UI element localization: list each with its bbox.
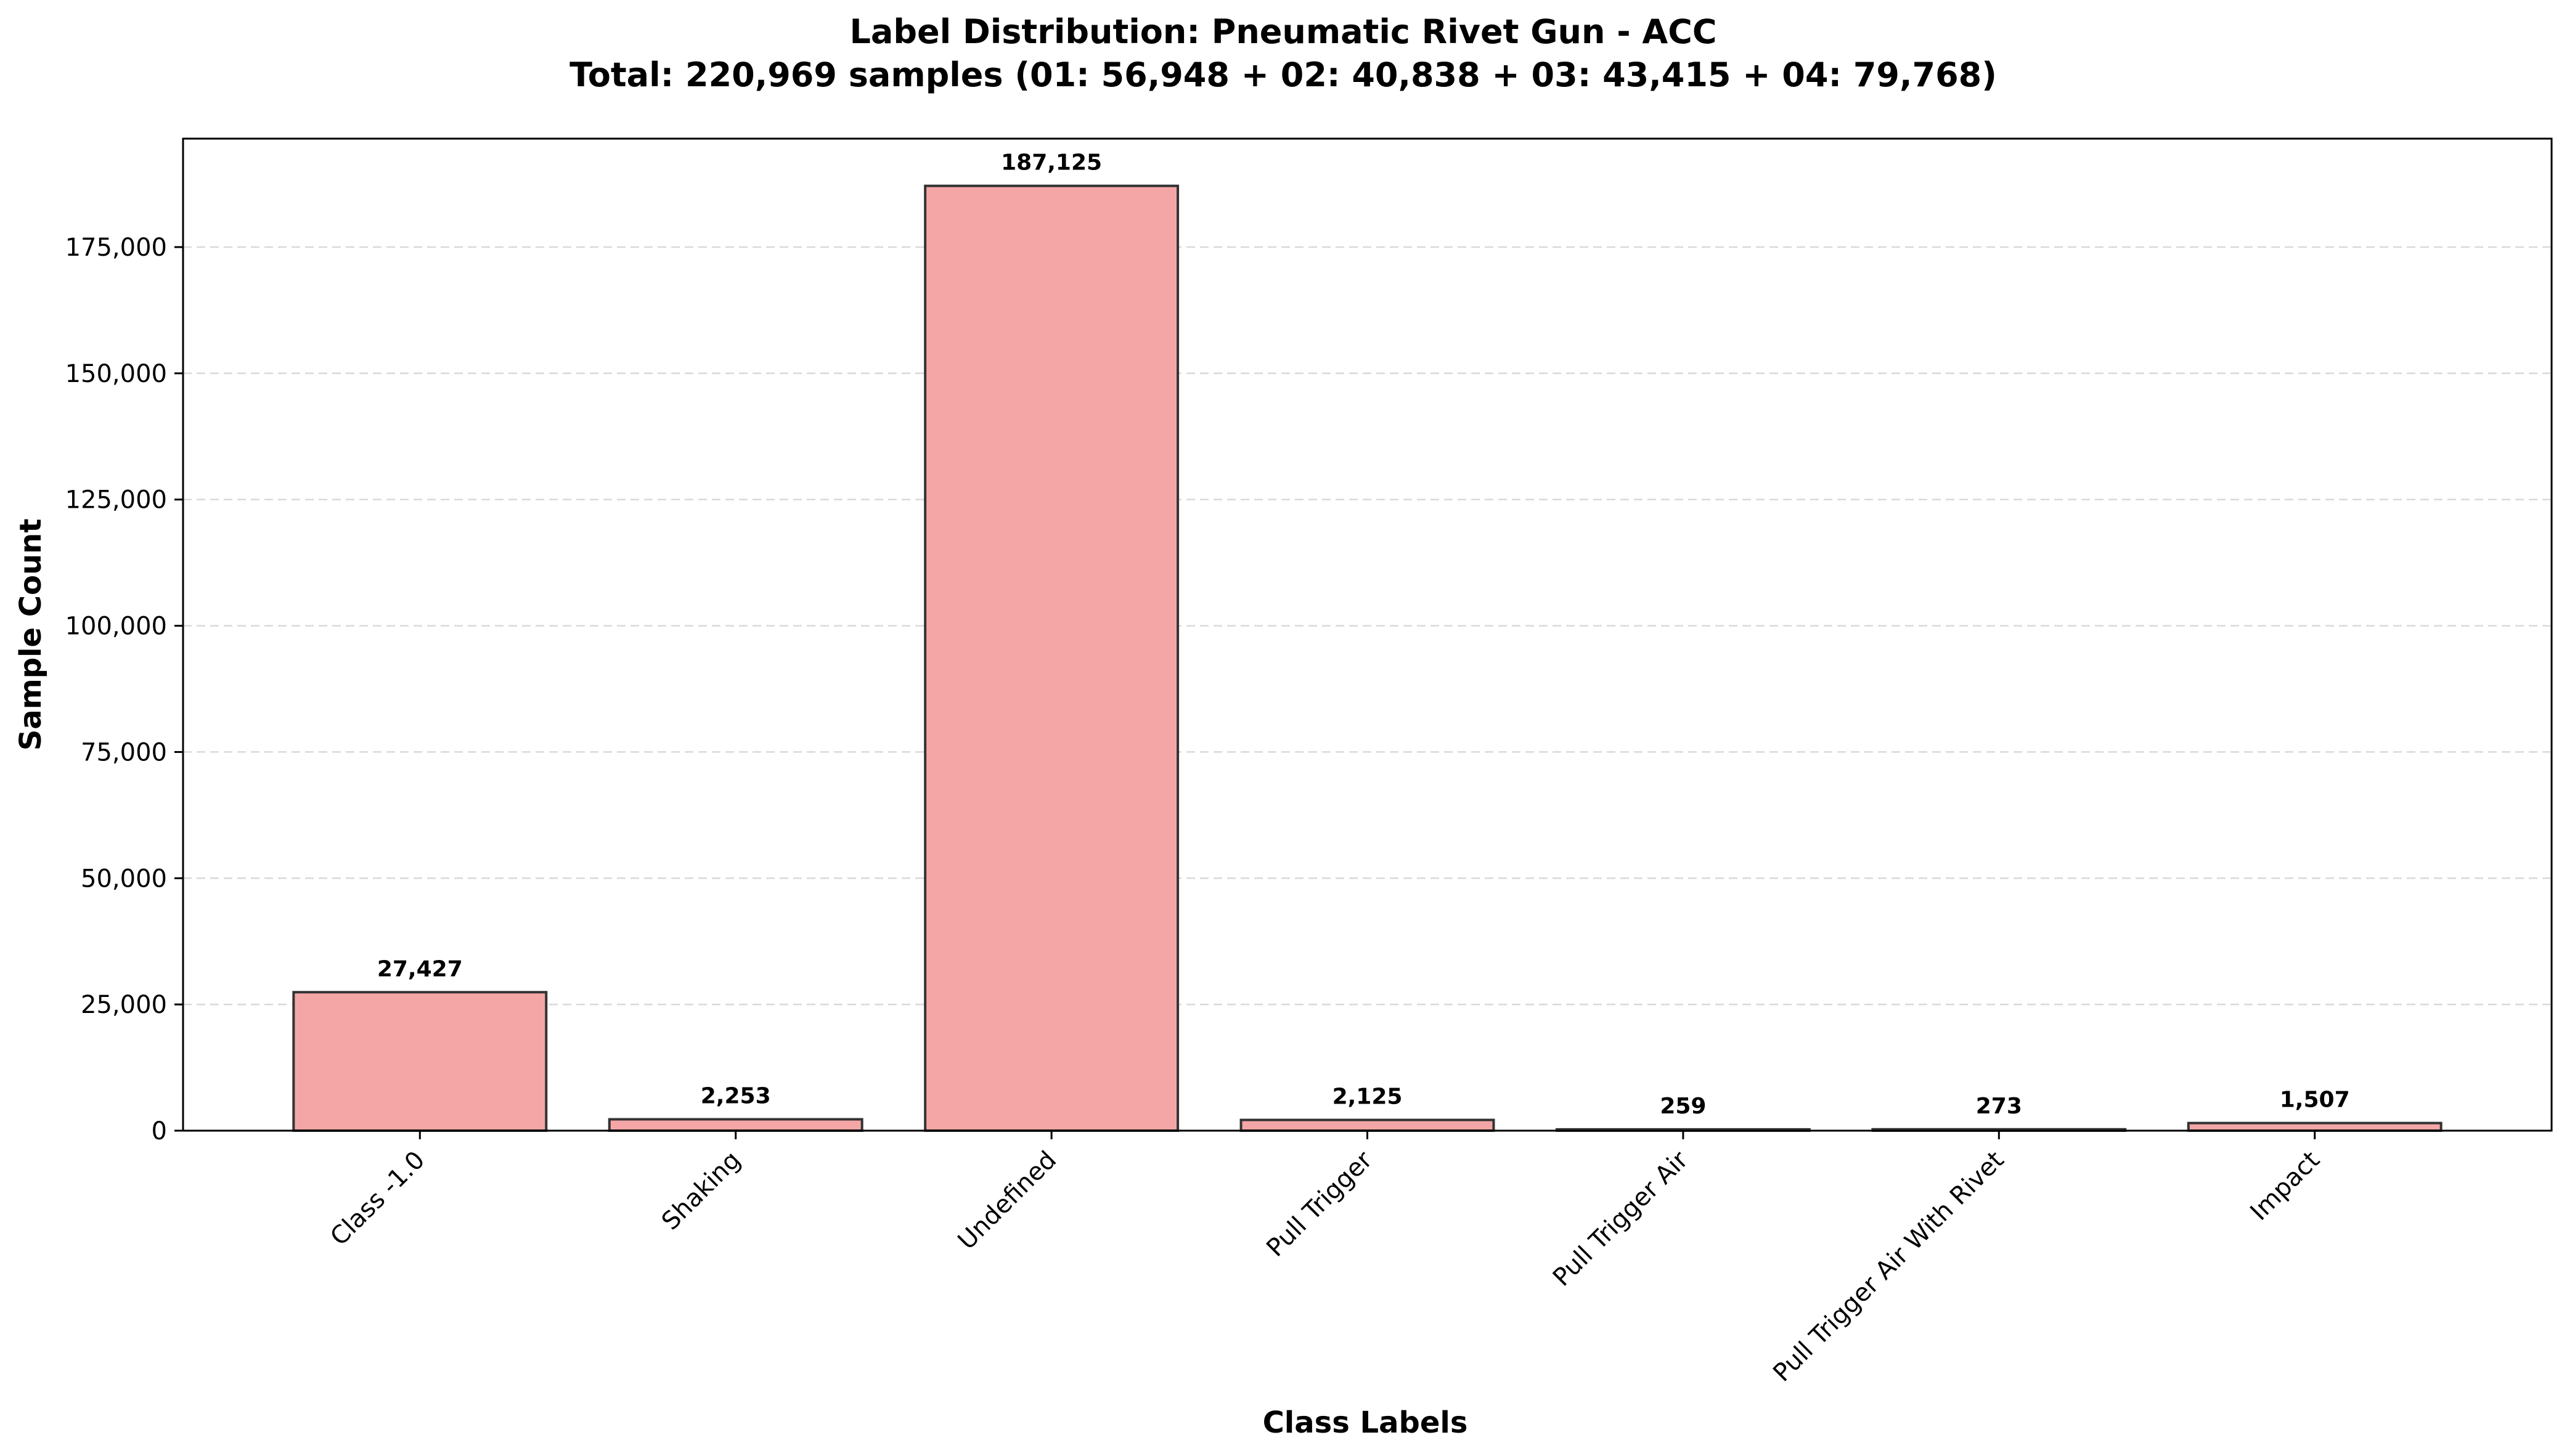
y-axis-label: Sample Count (14, 519, 48, 751)
bar (2187, 1121, 2443, 1132)
x-tick-label: Pull Trigger Air With Rivet (1768, 1146, 2009, 1388)
bar (608, 1118, 863, 1133)
value-labels: 27,427 2,253 187,125 2,125 259 273 1,507 (377, 150, 2350, 1119)
y-tick-label: 50,000 (81, 864, 167, 893)
y-tick-label: 100,000 (65, 612, 167, 641)
bar (292, 991, 548, 1132)
y-tick-label: 125,000 (65, 486, 167, 514)
bar-value-label: 273 (1976, 1094, 2022, 1119)
x-ticks: Class -1.0 Shaking Undefined Pull Trigger Pu… (325, 1131, 2325, 1388)
plot-frame (182, 137, 2553, 1132)
x-axis-label: Class Labels (1263, 1405, 1468, 1440)
bar-value-label: 1,507 (2280, 1088, 2350, 1113)
y-tick-label: 175,000 (65, 234, 167, 262)
bar (924, 184, 1180, 1133)
bars (292, 184, 2443, 1133)
chart-title: Label Distribution: Pneumatic Rivet Gun … (850, 12, 1717, 51)
y-tick-label: 150,000 (65, 360, 167, 388)
y-tick-label: 75,000 (81, 738, 167, 767)
y-tick-label: 0 (152, 1117, 167, 1145)
bar-value-label: 259 (1660, 1094, 1706, 1119)
x-tick-label: Pull Trigger (1261, 1145, 1378, 1263)
bar-value-label: 2,125 (1332, 1084, 1403, 1110)
y-tick-label: 25,000 (81, 991, 167, 1019)
bar-value-label: 27,427 (377, 956, 463, 982)
x-tick-label: Impact (2245, 1146, 2325, 1226)
bar-value-label: 2,253 (701, 1084, 771, 1109)
chart-subtitle: Total: 220,969 samples (01: 56,948 + 02:… (569, 55, 1997, 94)
bar (1239, 1118, 1495, 1133)
x-tick-label: Class -1.0 (325, 1146, 430, 1251)
x-tick-label: Undefined (953, 1146, 1063, 1256)
x-tick-label: Pull Trigger Air (1548, 1145, 1694, 1291)
y-ticks: 0 25,000 50,000 75,000 100,000 125,000 150,000… (65, 234, 183, 1145)
x-tick-label: Shaking (656, 1146, 746, 1236)
bar-value-label: 187,125 (1001, 150, 1102, 176)
grid-lines (183, 246, 2552, 1006)
